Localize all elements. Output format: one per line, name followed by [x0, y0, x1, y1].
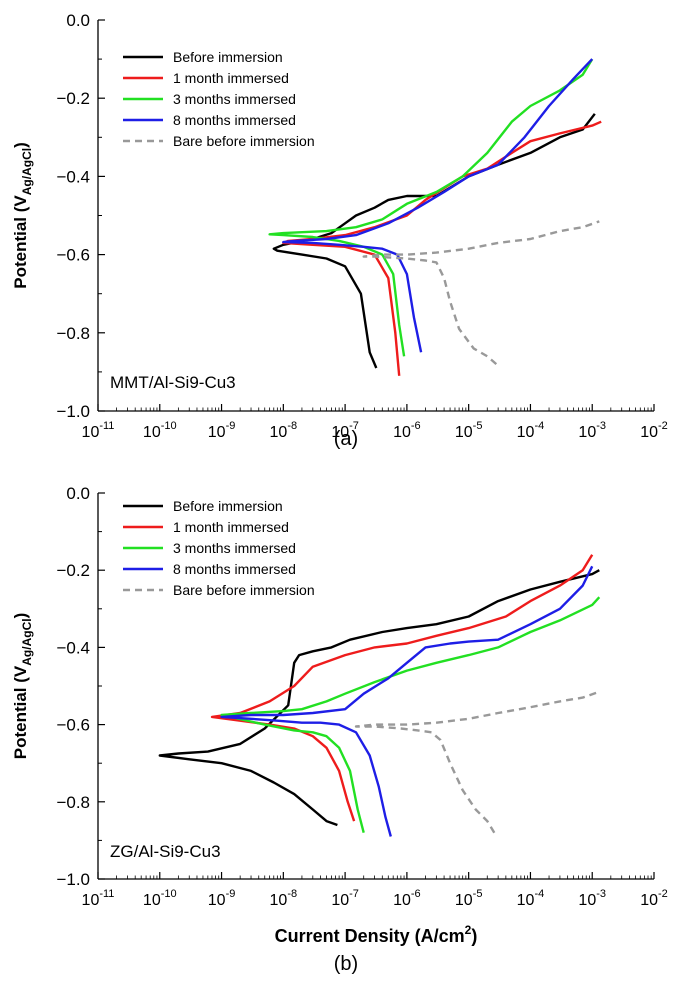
x-tick-label: 10-10 — [143, 420, 177, 441]
x-tick-label: 10-9 — [208, 888, 236, 909]
panel-label: (a) — [334, 428, 358, 450]
y-tick-label: −0.6 — [56, 716, 90, 735]
y-tick-label: −0.8 — [56, 793, 90, 812]
y-tick-label: −0.6 — [56, 246, 90, 265]
chart-panel-a: 0.0 −0.2 −0.4 −0.6 −0.8 −1.010-11 10-10 10-9 10-… — [11, 11, 668, 450]
x-tick-label: 10-11 — [82, 420, 115, 441]
x-tick-label: 10-10 — [143, 888, 177, 909]
x-tick-label: 10-5 — [455, 420, 483, 441]
series-line-three_months — [268, 58, 594, 357]
series-line-three_months — [220, 596, 601, 834]
series-line-bare — [362, 220, 600, 366]
y-tick-label: −0.2 — [56, 561, 90, 580]
y-tick-label: −0.2 — [56, 89, 90, 108]
x-tick-label: 10-2 — [640, 420, 668, 441]
x-tick-label: 10-8 — [270, 420, 298, 441]
x-tick-label: 10-9 — [208, 420, 236, 441]
panel-label: (b) — [334, 953, 358, 975]
sample-annotation: MMT/Al-Si9-Cu3 — [110, 373, 236, 392]
series-line-eight_months — [282, 58, 594, 353]
y-tick-label: −0.8 — [56, 324, 90, 343]
y-tick-label: −1.0 — [56, 402, 90, 421]
y-tick-label: 0.0 — [66, 484, 90, 503]
y-axis-title: Potential (VAg/AgCl) — [11, 613, 34, 760]
series-line-one_month — [210, 554, 594, 822]
series-line-before — [158, 569, 600, 827]
x-tick-label: 10-4 — [517, 420, 545, 441]
series-line-bare — [354, 690, 600, 834]
legend-label-eight_months: 8 months immersed — [173, 561, 296, 577]
y-tick-label: −0.4 — [56, 167, 90, 186]
x-tick-label: 10-11 — [82, 888, 115, 909]
legend-label-eight_months: 8 months immersed — [173, 112, 296, 128]
y-tick-label: −1.0 — [56, 870, 90, 889]
x-tick-label: 10-6 — [393, 420, 421, 441]
x-axis-title: Current Density (A/cm2) — [275, 923, 478, 946]
legend-label-three_months: 3 months immersed — [173, 91, 296, 107]
x-tick-label: 10-8 — [270, 888, 298, 909]
legend-label-before: Before immersion — [173, 49, 283, 65]
x-tick-label: 10-6 — [393, 888, 421, 909]
x-tick-label: 10-7 — [331, 888, 359, 909]
series-line-before — [272, 113, 596, 369]
legend-label-before: Before immersion — [173, 498, 283, 514]
legend-label-one_month: 1 month immersed — [173, 70, 289, 86]
x-tick-label: 10-3 — [578, 888, 606, 909]
sample-annotation: ZG/Al-Si9-Cu3 — [110, 842, 221, 861]
chart-panel-b: 0.0 −0.2 −0.4 −0.6 −0.8 −1.010-11 10-10 10-9 10-… — [11, 484, 668, 975]
legend-label-bare: Bare before immersion — [173, 133, 315, 149]
y-tick-label: 0.0 — [66, 11, 90, 30]
y-axis-title: Potential (VAg/AgCl) — [11, 142, 34, 289]
series-line-eight_months — [220, 565, 594, 837]
legend-label-one_month: 1 month immersed — [173, 519, 289, 535]
x-tick-label: 10-5 — [455, 888, 483, 909]
y-tick-label: −0.4 — [56, 638, 90, 657]
x-tick-label: 10-7 — [331, 420, 359, 441]
legend-label-three_months: 3 months immersed — [173, 540, 296, 556]
x-tick-label: 10-3 — [578, 420, 606, 441]
legend-label-bare: Bare before immersion — [173, 582, 315, 598]
x-tick-label: 10-4 — [517, 888, 545, 909]
x-tick-label: 10-2 — [640, 888, 668, 909]
